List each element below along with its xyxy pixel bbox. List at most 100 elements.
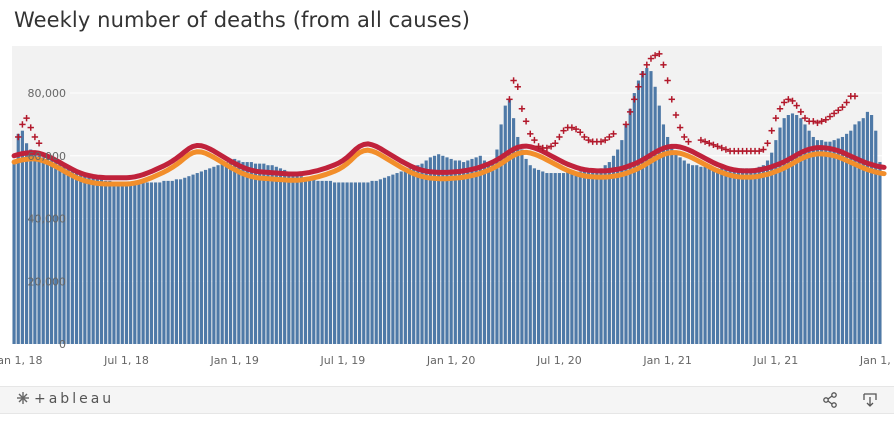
bar: [195, 173, 199, 344]
excess-marker: [797, 108, 805, 116]
bar: [607, 162, 611, 344]
excess-marker: [776, 105, 784, 112]
bar: [391, 174, 395, 344]
bar: [407, 168, 412, 344]
bar: [745, 168, 749, 344]
bar: [33, 152, 37, 344]
excess-marker: [639, 71, 646, 78]
bar: [203, 169, 208, 344]
bar: [112, 182, 116, 344]
bar: [553, 173, 557, 344]
bar: [353, 182, 357, 344]
bar: [312, 179, 316, 344]
bar: [595, 169, 599, 344]
bar: [20, 130, 24, 344]
excess-marker: [631, 96, 638, 103]
bar: [611, 155, 616, 344]
excess-marker: [531, 136, 538, 144]
bar: [183, 177, 187, 344]
bar: [208, 168, 212, 344]
bar: [682, 160, 686, 344]
bar: [828, 141, 832, 344]
download-icon[interactable]: [861, 391, 879, 409]
excess-marker: [535, 143, 542, 150]
bar: [774, 140, 778, 344]
bar: [857, 121, 861, 344]
bar: [83, 173, 87, 344]
x-tick-label: Jan 1, 20: [426, 354, 475, 367]
excess-marker: [668, 96, 675, 103]
share-icon[interactable]: [821, 391, 839, 409]
excess-marker: [622, 121, 630, 128]
bar: [778, 127, 782, 344]
bar: [145, 182, 149, 344]
bar: [507, 99, 512, 344]
bar: [74, 169, 79, 344]
excess-marker: [547, 143, 555, 150]
bar: [591, 171, 595, 344]
bar: [795, 115, 799, 344]
bar: [54, 162, 58, 344]
bar: [366, 182, 370, 344]
bar: [803, 124, 807, 344]
x-tick-label: Jan 1, 22: [859, 354, 894, 367]
bar: [270, 165, 274, 344]
line-series: [11, 141, 887, 187]
y-tick-label: 0: [59, 338, 66, 351]
bar: [62, 165, 66, 344]
bar: [295, 174, 299, 344]
bar: [495, 149, 499, 344]
excess-marker: [556, 133, 563, 141]
excess-marker: [764, 140, 771, 147]
bar: [374, 180, 378, 344]
bar: [732, 168, 736, 344]
excess-marker: [656, 50, 663, 58]
excess-marker: [772, 114, 780, 122]
bar: [453, 160, 457, 344]
bar: [753, 168, 757, 344]
tableau-brand[interactable]: +ableau: [16, 391, 114, 407]
bar: [120, 182, 124, 344]
excess-marker: [810, 118, 817, 125]
excess-threshold-line: [11, 141, 887, 181]
bar: [466, 160, 470, 344]
excess-marker: [722, 146, 730, 153]
bar: [403, 169, 407, 344]
bar: [478, 155, 482, 344]
bar: [308, 179, 312, 344]
bar: [253, 163, 258, 344]
excess-marker: [626, 108, 634, 116]
bar: [437, 154, 441, 344]
bar: [703, 166, 707, 344]
x-axis: Jan 1, 18 Jul 1, 18 Jan 1, 19 Jul 1, 19 Jan …: [0, 354, 894, 367]
bar: [874, 130, 878, 344]
excess-marker: [543, 144, 551, 152]
bar: [715, 168, 720, 344]
bar: [512, 118, 516, 345]
bar: [561, 173, 566, 344]
x-tick-label: Jul 1, 20: [536, 354, 582, 367]
excess-marker: [830, 110, 838, 117]
bar: [499, 124, 503, 344]
bar: [37, 155, 41, 344]
bar: [707, 168, 711, 344]
bar: [678, 157, 682, 344]
excess-marker: [643, 61, 651, 69]
excess-marker: [597, 138, 605, 145]
bar: [736, 168, 740, 344]
bar: [137, 182, 141, 344]
excess-marker: [835, 107, 842, 114]
bar: [428, 157, 432, 344]
bar: [670, 146, 674, 344]
excess-marker: [710, 141, 717, 149]
bar: [578, 171, 582, 344]
excess-marker: [685, 138, 692, 145]
bar: [845, 133, 849, 344]
tableau-logo-icon: [17, 392, 29, 404]
bar: [378, 179, 382, 344]
bar: [649, 71, 653, 344]
bar: [636, 80, 641, 344]
bar: [724, 168, 728, 344]
bar: [345, 182, 349, 344]
excess-marker: [527, 130, 534, 138]
